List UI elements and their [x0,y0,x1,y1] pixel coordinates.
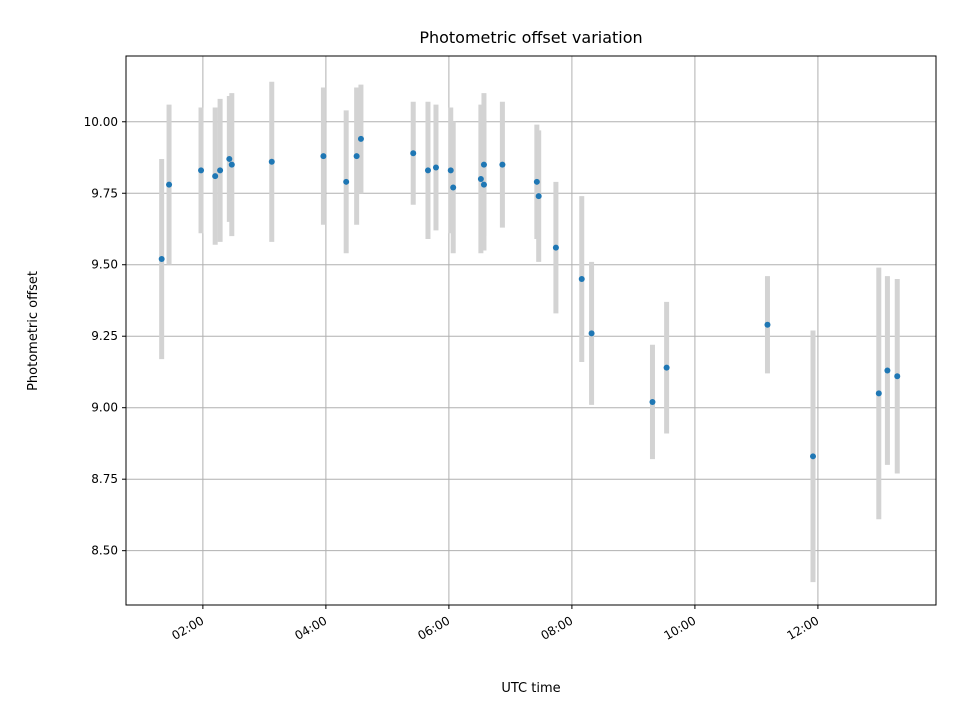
x-tick-label: 02:00 [169,613,206,642]
data-point [894,373,901,380]
data-point [535,193,542,200]
y-tick-label: 9.50 [91,258,118,272]
data-point [480,161,487,168]
x-axis-label: UTC time [501,681,560,696]
data-point [212,173,219,180]
data-point [499,161,506,168]
data-point [809,453,816,460]
data-point [217,167,224,174]
data-point [410,150,417,157]
data-point [884,367,891,374]
data-point [228,161,235,168]
data-point [424,167,431,174]
y-tick-label: 9.00 [91,401,118,415]
data-point [875,390,882,397]
data-point [353,153,360,160]
data-point [450,184,457,191]
data-point [764,321,771,328]
chart-title: Photometric offset variation [419,28,642,47]
data-point [477,175,484,182]
data-point [268,158,275,165]
y-axis-label: Photometric offset [26,271,41,391]
x-tick-label: 04:00 [292,613,329,642]
errorbar-layer [159,81,900,583]
data-point [166,181,173,188]
data-point [158,256,165,263]
x-tick-label: 12:00 [784,613,821,642]
y-tick-label: 9.25 [91,329,118,343]
x-axis-ticks: 02:00 04:00 06:00 08:00 10:00 12:00 [169,605,821,643]
y-tick-label: 10.00 [84,115,118,129]
grid-layer [126,56,936,605]
point-layer [158,135,901,460]
y-axis-ticks: 8.50 8.75 9.00 9.25 9.50 9.75 10.00 [84,115,126,558]
data-point [552,244,559,251]
data-point [649,398,656,405]
data-point [320,153,327,160]
data-point [663,364,670,371]
data-point [480,181,487,188]
x-tick-label: 06:00 [415,613,452,642]
y-tick-label: 9.75 [91,186,118,200]
x-tick-label: 10:00 [661,613,698,642]
data-point [226,155,233,162]
data-point [343,178,350,185]
y-tick-label: 8.50 [91,544,118,558]
data-point [578,276,585,283]
data-point [198,167,205,174]
data-point [588,330,595,337]
y-tick-label: 8.75 [91,472,118,486]
data-point [357,135,364,142]
data-point [533,178,540,185]
plot-frame [125,55,937,606]
x-tick-label: 08:00 [538,613,575,642]
data-point [447,167,454,174]
data-point [432,164,439,171]
